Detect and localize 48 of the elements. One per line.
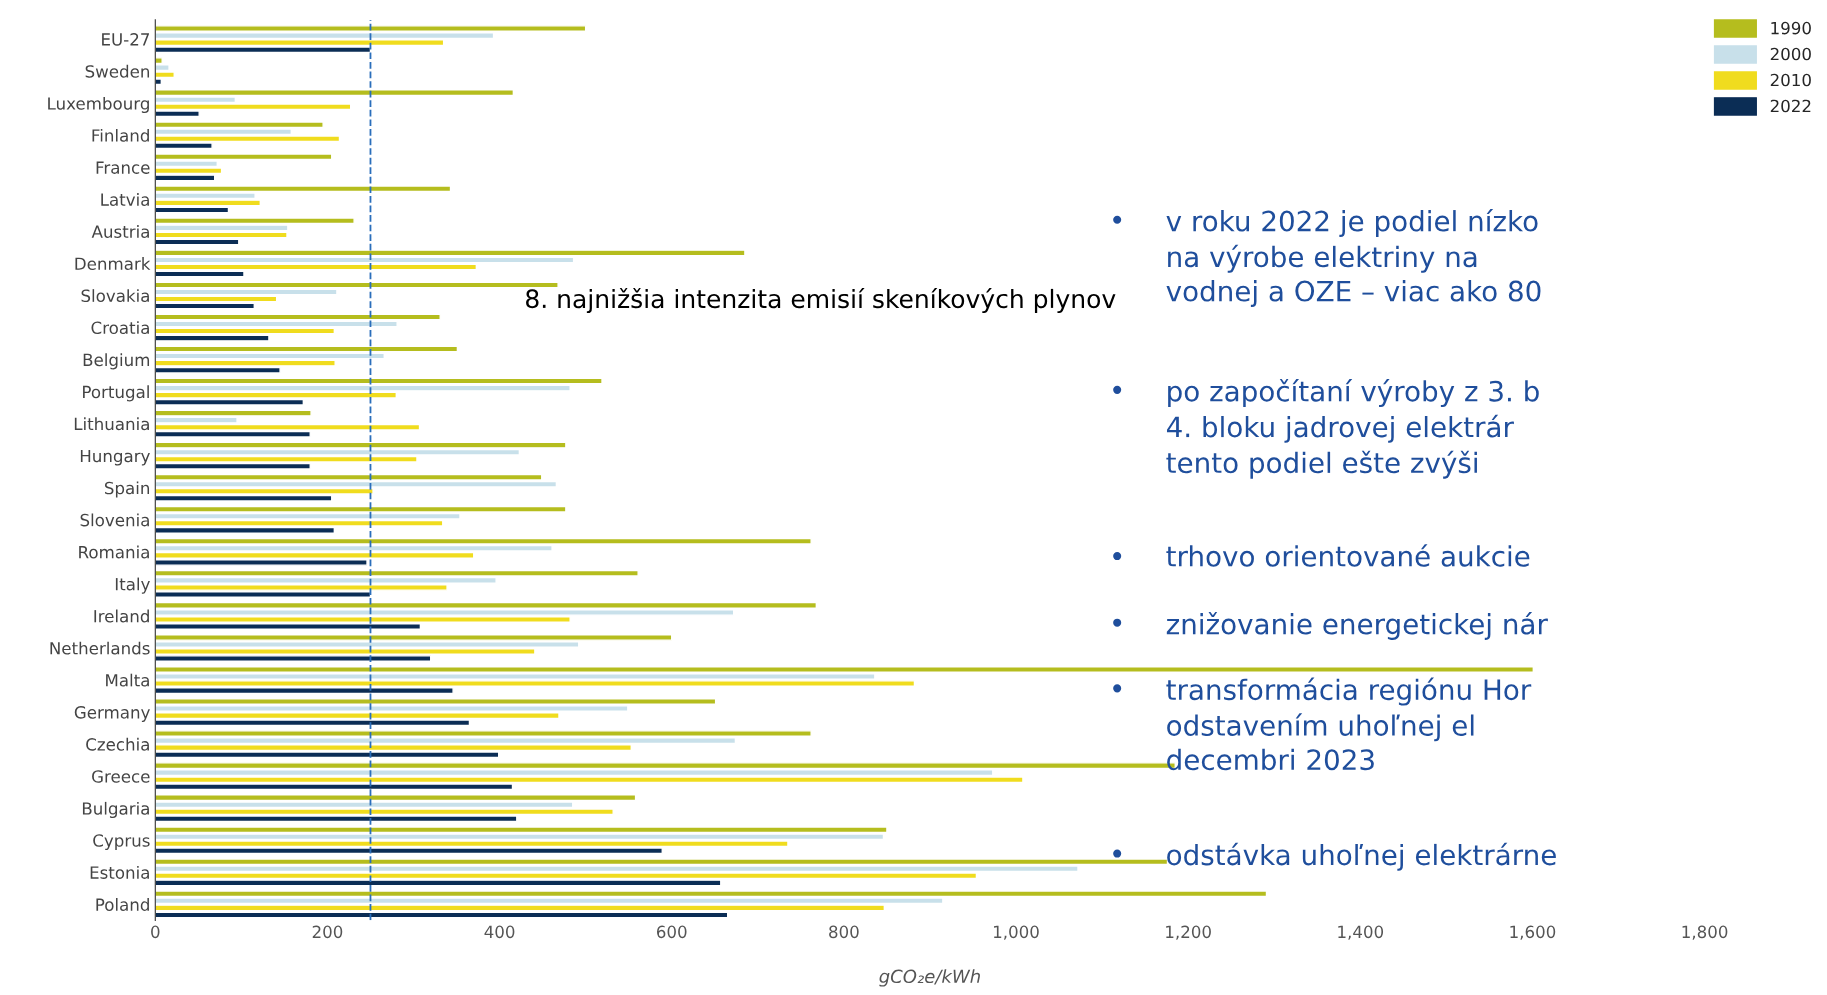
x-tick-label: 1,200 xyxy=(1166,925,1211,940)
y-tick-label: Denmark xyxy=(75,257,151,271)
y-tick-label: Sweden xyxy=(85,64,150,78)
x-tick-label: 600 xyxy=(656,925,687,939)
y-tick-label: France xyxy=(96,161,150,174)
y-tick-label: Czechia xyxy=(86,737,149,751)
y-tick-label: Luxembourg xyxy=(48,96,149,114)
x-tick-label: 0 xyxy=(151,925,160,939)
y-tick-label: Finland xyxy=(92,128,149,142)
y-tick-label: Spain xyxy=(104,481,150,498)
legend-label: 1990 xyxy=(1771,21,1811,35)
y-tick-label: Belgium xyxy=(83,353,150,370)
y-tick-label: Poland xyxy=(96,898,149,911)
x-tick-label: 200 xyxy=(312,925,343,939)
y-tick-label: Malta xyxy=(106,673,149,687)
text: • po započítaní výroby z 3. b 4. bloku jadrovej elektrár tento podiel ešte zvýši xyxy=(1113,379,1539,479)
legend-label: 2010 xyxy=(1770,73,1811,87)
x-axis-title: gCO₂e/kWh xyxy=(879,969,980,987)
x-tick-label: 800 xyxy=(829,925,859,939)
y-tick-label: Hungary xyxy=(80,449,150,466)
y-tick-label: Latvia xyxy=(101,193,149,206)
x-tick-label: 1,800 xyxy=(1682,925,1728,940)
text: • trhovo orientované aukcie xyxy=(1113,544,1530,567)
y-tick-label: Slovenia xyxy=(80,513,149,527)
x-tick-label: 1,600 xyxy=(1510,925,1556,940)
text: • odstávka uhoľnej elektrárne xyxy=(1113,842,1556,871)
x-tick-label: 1,000 xyxy=(993,925,1039,940)
text: • transformácia regiónu Hor odstavením uhoľnej el decembri 2023 xyxy=(1113,677,1532,771)
y-tick-label: Romania xyxy=(79,545,149,559)
y-tick-label: Ireland xyxy=(94,609,149,623)
y-tick-label: Bulgaria xyxy=(82,801,149,819)
y-tick-label: Cyprus xyxy=(93,834,150,851)
y-tick-label: Portugal xyxy=(83,385,149,402)
y-tick-label: Slovakia xyxy=(81,289,149,303)
text: • znižovanie energetickej nár xyxy=(1113,611,1548,640)
y-tick-label: EU-27 xyxy=(102,33,150,46)
y-tick-label: Italy xyxy=(115,577,150,594)
y-tick-label: Estonia xyxy=(90,865,149,879)
y-tick-label: Austria xyxy=(91,225,149,238)
legend-label: 2000 xyxy=(1770,47,1811,61)
y-tick-label: Lithuania xyxy=(74,417,149,431)
x-tick-label: 1,400 xyxy=(1338,925,1384,940)
y-tick-label: Croatia xyxy=(91,321,149,335)
y-tick-label: Netherlands xyxy=(50,641,150,655)
y-tick-label: Germany xyxy=(74,706,150,722)
x-tick-label: 400 xyxy=(484,925,515,939)
legend-label: 2022 xyxy=(1770,99,1811,113)
y-tick-label: Greece xyxy=(92,770,150,783)
